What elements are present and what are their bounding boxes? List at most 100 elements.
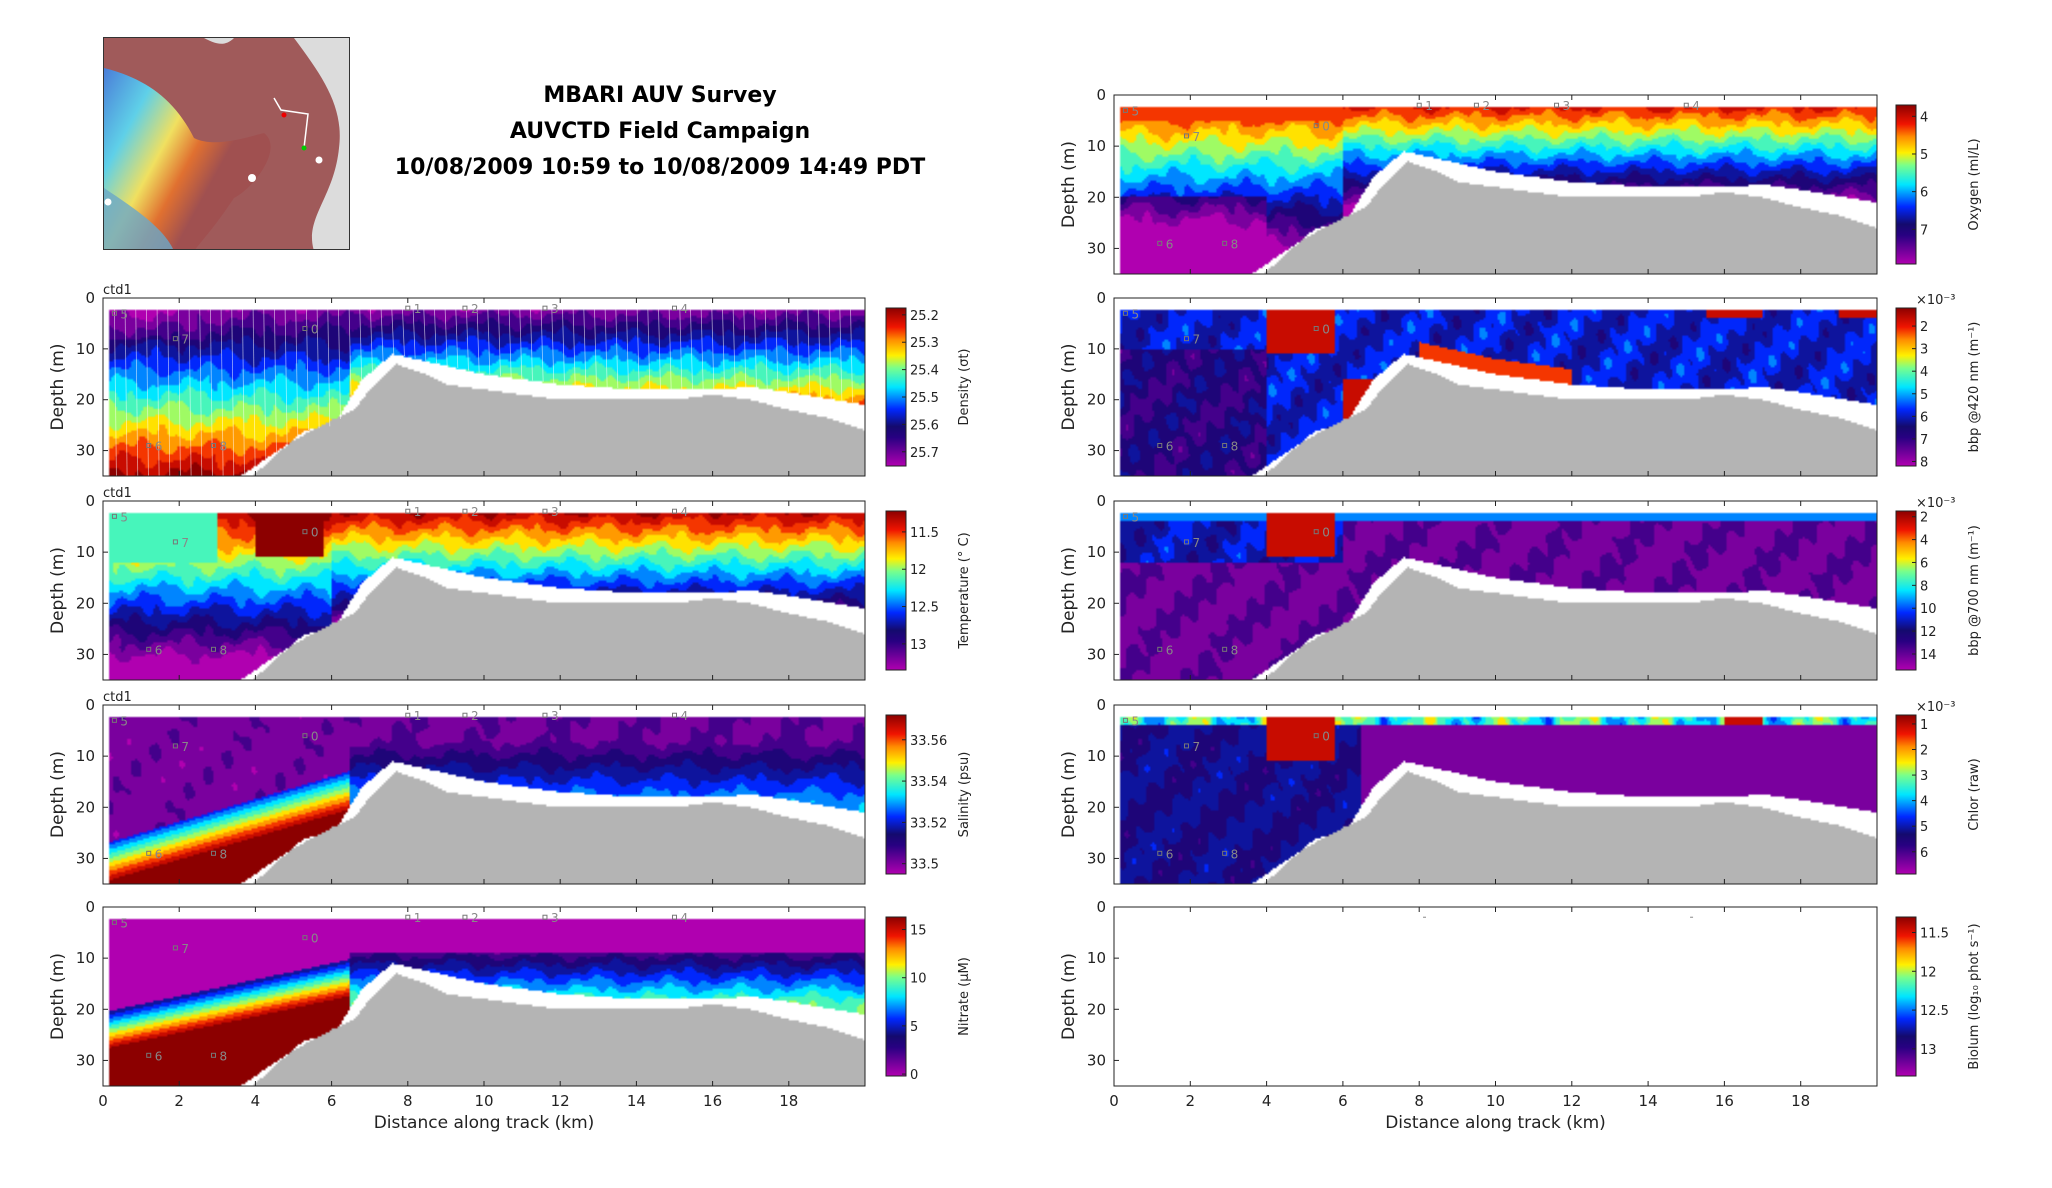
waypoint-marker — [672, 508, 677, 514]
y-tick-label: 20 — [1087, 1000, 1106, 1018]
x-tick-label: 14 — [627, 1092, 646, 1110]
y-tick-label: 10 — [1087, 137, 1106, 155]
ctd-profile-trace — [796, 309, 800, 394]
y-tick-label: 10 — [76, 543, 95, 561]
colorbar-tick-label: 0 — [910, 1068, 918, 1083]
y-tick-label: 10 — [76, 340, 95, 358]
y-tick-label: 20 — [76, 594, 95, 612]
ctd-profile-trace — [380, 309, 384, 364]
colorbar-tick-label: 4 — [1920, 110, 1928, 125]
x-tick-label: 0 — [98, 1092, 108, 1110]
waypoint-label: 5 — [120, 307, 128, 321]
waypoint-marker — [172, 743, 178, 749]
y-tick-label: 20 — [1087, 594, 1106, 612]
waypoint-label: 4 — [681, 911, 689, 925]
colorbar-tick-label: 6 — [1920, 410, 1928, 425]
y-tick-label: 30 — [76, 849, 95, 867]
waypoint-label: 2 — [471, 911, 479, 925]
ctd-profile-trace — [348, 309, 352, 401]
colorbar-tick-label: 10 — [910, 972, 927, 987]
waypoint-label: 4 — [681, 302, 689, 316]
time-range: 10/08/2009 10:59 to 10/08/2009 14:49 PDT — [394, 155, 926, 180]
waypoint-marker — [1313, 529, 1319, 535]
colorbar-tick-label: 6 — [1920, 846, 1928, 861]
bathymetry-map-image — [104, 38, 349, 249]
waypoint-label: 4 — [1692, 99, 1700, 113]
ctd-profile-trace — [466, 309, 469, 371]
waypoint-marker — [172, 539, 178, 545]
waypoint-label: 8 — [219, 1049, 227, 1063]
waypoint-label: 7 — [1192, 740, 1200, 754]
colorbar-tick-label: 2 — [1920, 511, 1928, 526]
y-axis-label: Depth (m) — [1059, 141, 1079, 228]
waypoint-marker — [1157, 442, 1163, 448]
colorbar-tick-label: 4 — [1920, 365, 1928, 380]
y-tick-label: 10 — [1087, 949, 1106, 967]
salinity-contour-field — [103, 705, 865, 884]
ctd-profile-trace — [327, 309, 331, 427]
waypoint-label: 1 — [414, 505, 422, 519]
ctd-profile-trace — [722, 309, 725, 389]
colorbar-tick-label: 2 — [1920, 744, 1928, 759]
waypoint-label: 2 — [471, 302, 479, 316]
waypoint-marker — [405, 508, 411, 514]
ctd-profile-trace — [562, 309, 565, 385]
waypoint-label: 0 — [311, 323, 319, 337]
y-axis-label: Depth (m) — [48, 751, 68, 838]
ctd-profile-trace — [188, 309, 192, 477]
platform-label: ctd1 — [103, 690, 132, 705]
colorbar-tick-label: 5 — [1920, 388, 1928, 403]
waypoint-label: 0 — [1322, 730, 1330, 744]
ctd-profile-trace — [124, 309, 128, 477]
y-tick-label: 0 — [1096, 86, 1106, 104]
plot-frame — [102, 297, 866, 477]
waypoint-label: 4 — [681, 709, 689, 723]
waypoint-marker — [1313, 326, 1319, 332]
waypoint-marker — [1183, 133, 1189, 139]
ctd-profile-trace — [146, 309, 149, 477]
ctd-profile-trace — [786, 309, 789, 392]
plot-frame — [102, 500, 866, 681]
waypoint-label: 6 — [155, 1049, 163, 1063]
ctd-profile-trace — [455, 309, 459, 369]
colorbar-tick-label: 13 — [1920, 1043, 1937, 1058]
waypoint-marker — [302, 529, 308, 535]
waypoint-marker — [1122, 107, 1128, 113]
panel-salinity: 5 7 6 8 0 1 2 3 4 0 10 20 30 Depth (m) ctd1 33.5 33.52 33… — [48, 690, 972, 885]
plot-frame — [1113, 906, 1878, 1087]
x-axis-label: Distance along track (km) — [374, 1113, 595, 1133]
ctd-profile-trace — [743, 309, 747, 388]
ctd-profile-trace — [679, 309, 683, 390]
waypoint-marker — [405, 914, 411, 920]
plot-frame — [102, 906, 866, 1087]
x-tick-label: 8 — [403, 1092, 413, 1110]
colorbar-tick-label: 13 — [910, 638, 927, 653]
ctd-profile-trace — [242, 309, 245, 475]
y-axis-label: Depth (m) — [1059, 953, 1079, 1040]
waypoint-marker — [111, 513, 117, 519]
x-tick-label: 14 — [1639, 1092, 1658, 1110]
waypoint-label: 2 — [471, 709, 479, 723]
ctd-profile-trace — [199, 309, 203, 477]
waypoint-marker — [542, 712, 548, 718]
salinity-colorbar — [885, 714, 907, 875]
x-tick-label: 0 — [1109, 1092, 1119, 1110]
y-tick-label: 10 — [76, 949, 95, 967]
waypoint-marker — [1313, 733, 1319, 739]
waypoint-marker — [462, 712, 468, 718]
ctd-profile-trace — [807, 309, 811, 396]
y-tick-label: 20 — [76, 391, 95, 409]
survey-location-map — [103, 37, 350, 250]
waypoint-label: 7 — [181, 942, 189, 956]
ctd-profile-trace — [764, 309, 768, 389]
colorbar-tick-label: 6 — [1920, 186, 1928, 201]
ctd-profile-trace — [487, 309, 491, 375]
colorbar-exponent: ×10⁻³ — [1916, 293, 1956, 308]
waypoint-label: 8 — [219, 439, 227, 453]
chlor-colorbar — [1895, 714, 1917, 875]
colorbar-tick-label: 25.4 — [910, 364, 939, 379]
waypoint-marker — [1157, 240, 1163, 246]
colorbar-exponent: ×10⁻³ — [1916, 700, 1956, 715]
y-axis-label: Depth (m) — [48, 547, 68, 634]
